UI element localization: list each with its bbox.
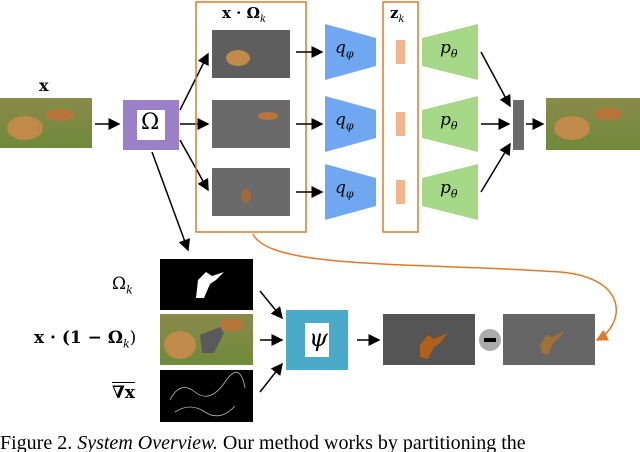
latent-bars [396,40,405,204]
masked-images-frame [195,1,307,233]
encoder-input-arrows [296,46,324,198]
partition-box-inner [137,110,165,140]
decoder-label-1: pθ [440,38,458,60]
decoder-label-sub: θ [450,119,458,133]
composition-bar [513,100,524,150]
latent-label-sub: k [398,14,405,25]
encoder-label-2: qφ [335,110,354,132]
caption-number: Figure 2. [0,432,73,452]
encoder-label-3: qφ [335,178,354,200]
context-label-sub: k [122,337,130,351]
gradient-label: ∇x [112,383,135,403]
context-label-pre: x · (1 − Ω [34,328,123,348]
output-image [546,98,640,150]
input-label: x [39,76,49,95]
masked-label-text: x · Ω [222,4,260,22]
decoder-label-sub: θ [450,187,458,201]
inpainter-input-arrows [259,290,381,393]
decoder-label-sub: θ [450,47,458,61]
encoder-label-1: qφ [335,38,354,60]
masked-object-image [503,314,595,365]
latent-label: zk [390,4,405,25]
encoder-label-text: q [335,38,346,58]
inpainter-label: ψ [309,324,328,352]
latent-label-text: z [390,4,399,22]
figure-caption: Figure 2. System Overview. Our method wo… [0,432,526,452]
partition-arrows [151,52,210,252]
decoder-output-arrows [480,51,545,193]
encoder-label-sub: φ [345,187,354,201]
partition-label: Ω [141,110,160,135]
encoder-label-sub: φ [345,47,354,61]
feedback-curve [252,233,617,341]
input-image [0,98,92,148]
mask-label: Ωk [112,274,133,296]
mask-label-sub: k [126,283,133,297]
context-label: x · (1 − Ωk) [34,328,136,350]
inpainter-box-inner [305,323,329,357]
masked-label: x · Ωk [222,4,266,25]
masked-label-sub: k [259,14,267,25]
decoder-label-text: p [440,178,451,198]
caption-text: Our method works by partitioning the [222,432,526,452]
context-label-post: ) [129,328,137,348]
encoders [325,24,376,220]
gradient-image [160,370,253,422]
inpainted-silhouette-image [383,314,475,365]
caption-title: System Overview. [77,432,218,452]
decoders [422,24,478,220]
decoder-label-text: p [440,38,451,58]
encoder-label-sub: φ [345,119,354,133]
decoder-label-2: pθ [440,110,458,132]
context-image [160,314,253,365]
latent-frame [382,1,419,233]
encoder-label-text: q [335,178,346,198]
decoder-label-text: p [440,110,451,130]
decoder-label-3: pθ [440,178,458,200]
mask-image [160,259,253,310]
masked-images [212,30,290,216]
encoder-label-text: q [335,110,346,130]
mask-label-text: Ω [112,274,127,294]
minus-icon [484,338,496,342]
